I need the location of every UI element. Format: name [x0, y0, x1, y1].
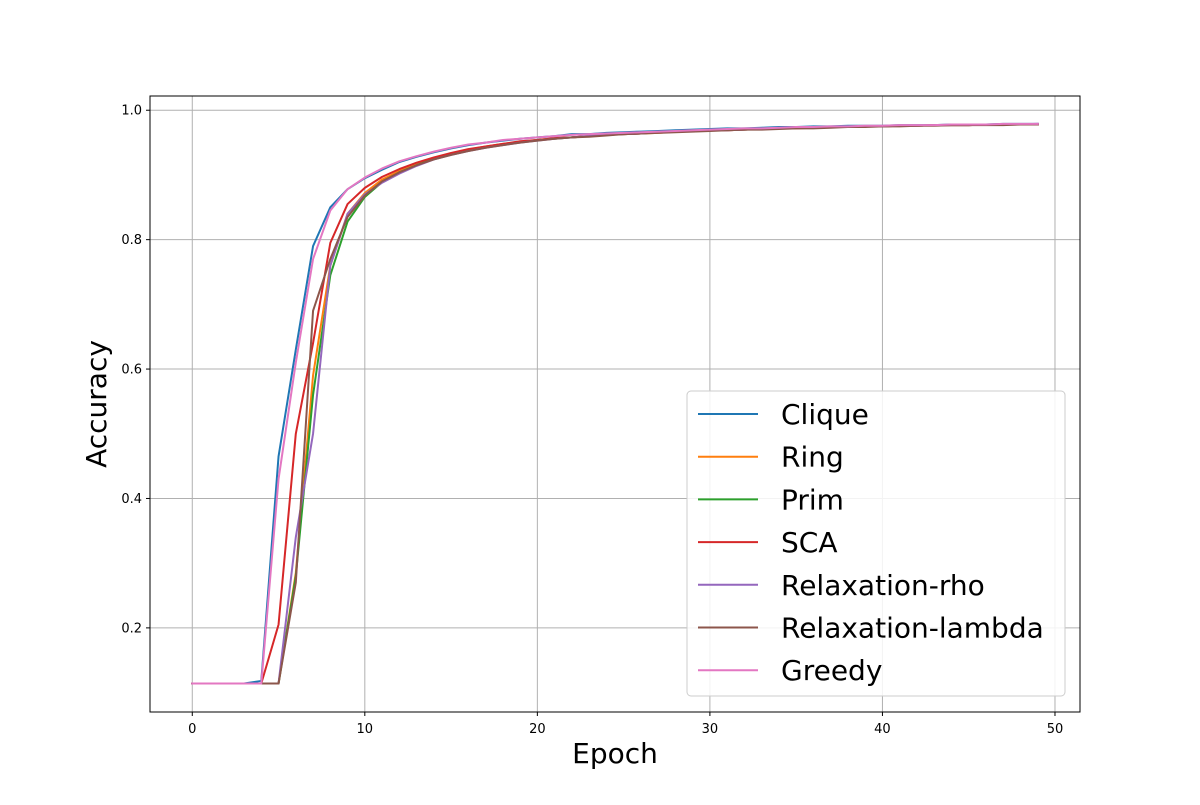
legend-label: Ring: [781, 441, 844, 474]
x-tick-label: 50: [1047, 722, 1064, 737]
legend-label: Clique: [781, 398, 869, 431]
legend-item-prim: Prim: [698, 483, 844, 516]
x-tick-label: 30: [702, 722, 719, 737]
legend-item-greedy: Greedy: [698, 654, 882, 687]
series-line-relaxation-lambda: [191, 123, 1039, 685]
series-line-greedy: [191, 122, 1039, 685]
x-tick-label: 0: [188, 722, 196, 737]
plot-frame: [149, 95, 1081, 713]
series-lines: [191, 122, 1039, 685]
y-tick-label: 1.0: [121, 104, 142, 119]
axis-ticks: 0 10 20 30 40 50 0.2 0.4 0.6 0.8 1.0: [121, 104, 1063, 737]
x-tick-label: 40: [874, 722, 891, 737]
grid: [150, 96, 1080, 712]
legend-label: Relaxation-lambda: [781, 612, 1044, 645]
legend-label: SCA: [781, 526, 837, 559]
legend-item-clique: Clique: [698, 398, 869, 431]
y-tick-label: 0.4: [121, 492, 142, 507]
y-tick-label: 0.8: [121, 233, 142, 248]
legend-box: [686, 390, 1066, 697]
legend-item-sca: SCA: [698, 526, 837, 559]
legend-label: Prim: [781, 483, 844, 516]
x-axis-title: Epoch: [572, 737, 658, 770]
y-tick-label: 0.6: [121, 363, 142, 378]
legend-label: Relaxation-rho: [781, 569, 985, 602]
y-tick-label: 0.2: [121, 621, 142, 636]
legend-item-ring: Ring: [698, 441, 844, 474]
legend: Clique Ring Prim SCA Relaxation-rho Relaxatio…: [686, 390, 1066, 697]
legend-label: Greedy: [781, 654, 882, 687]
y-axis-title: Accuracy: [80, 340, 113, 468]
legend-item-relaxation-rho: Relaxation-rho: [698, 569, 985, 602]
x-tick-label: 20: [529, 722, 546, 737]
legend-item-relaxation-lambda: Relaxation-lambda: [698, 612, 1044, 645]
x-tick-label: 10: [357, 722, 374, 737]
